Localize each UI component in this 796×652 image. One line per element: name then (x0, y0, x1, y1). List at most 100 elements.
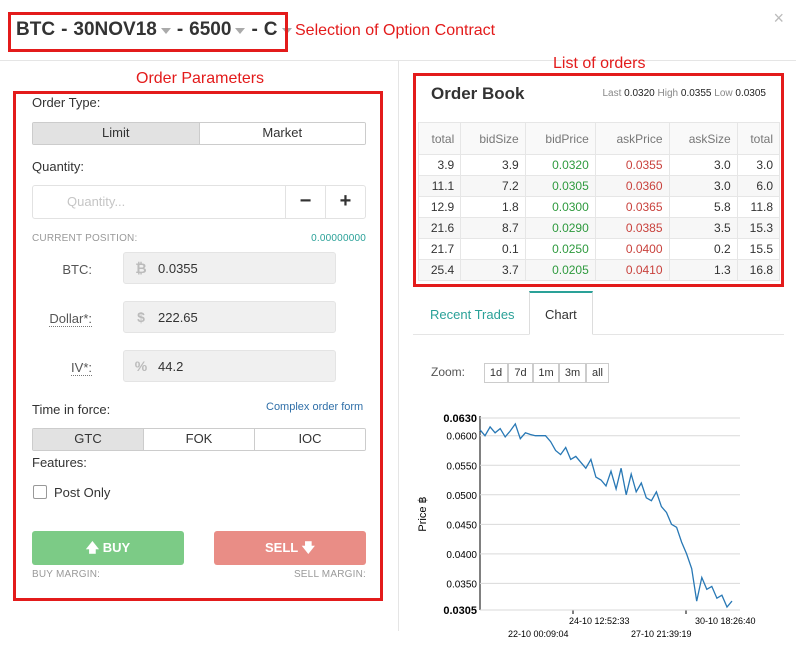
cell: 0.0355 (594, 154, 670, 176)
quantity-input[interactable]: Quantity... (67, 194, 126, 209)
cell: 0.0300 (524, 196, 596, 218)
y-axis-label: Price ฿ (417, 496, 429, 531)
order-book-table: total bidSize bidPrice askPrice askSize … (417, 122, 781, 281)
cell: 3.9 (460, 154, 526, 176)
dollar-field[interactable]: $ 222.65 (123, 301, 336, 333)
complex-order-link[interactable]: Complex order form (266, 401, 364, 413)
cell: 0.0410 (594, 259, 670, 281)
high-label: High (657, 88, 679, 99)
cell: 7.2 (460, 175, 526, 197)
post-only-label[interactable]: Post Only (54, 485, 111, 500)
cell: 11.1 (417, 175, 462, 197)
order-row[interactable]: 12.9 1.8 0.0300 0.0365 5.8 11.8 (417, 196, 781, 218)
low-value: 0.0305 (735, 88, 766, 99)
dollar-label: Dollar*: (32, 311, 92, 327)
col-header-bid-price[interactable]: bidPrice (524, 122, 596, 155)
underlying-select[interactable]: BTC (16, 19, 56, 40)
order-row[interactable]: 25.4 3.7 0.0205 0.0410 1.3 16.8 (417, 259, 781, 281)
cell: 0.0205 (524, 259, 596, 281)
cell: 0.1 (460, 238, 526, 260)
zoom-1m-button[interactable]: 1m (533, 363, 559, 383)
order-type-market[interactable]: Market (199, 123, 365, 144)
header-divider (0, 60, 796, 61)
cell: 0.0290 (524, 217, 596, 239)
col-header-bid-total[interactable]: total (417, 122, 462, 155)
annotation-params: Order Parameters (136, 70, 265, 87)
strike-select[interactable]: 6500 (189, 19, 232, 40)
col-header-bid-size[interactable]: bidSize (460, 122, 526, 155)
tif-gtc[interactable]: GTC (33, 429, 144, 450)
separator: - (251, 19, 258, 40)
iv-label-text: IV*: (71, 360, 92, 376)
last-value: 0.0320 (624, 88, 655, 99)
cell: 6.0 (736, 175, 781, 197)
cell: 16.8 (736, 259, 781, 281)
cell: 21.6 (417, 217, 462, 239)
y-tick-label: 0.0500 (446, 491, 477, 502)
sell-button[interactable]: SELL 🡇 (214, 531, 366, 565)
btc-field[interactable]: ₿ 0.0355 (123, 252, 336, 284)
features-label: Features: (32, 455, 87, 470)
col-header-ask-size[interactable]: askSize (668, 122, 738, 155)
quantity-stepper: Quantity... − + (32, 185, 366, 219)
iv-field[interactable]: % 44.2 (123, 350, 336, 382)
tab-recent-trades[interactable]: Recent Trades (430, 307, 515, 322)
cell: 0.2 (668, 238, 738, 260)
current-position-label: CURRENT POSITION: (32, 233, 138, 244)
btc-label: BTC: (32, 262, 92, 277)
arrow-up-icon: 🡅 (85, 540, 100, 555)
order-row[interactable]: 21.7 0.1 0.0250 0.0400 0.2 15.5 (417, 238, 781, 260)
percent-icon: % (134, 358, 148, 374)
chevron-down-icon[interactable] (235, 28, 246, 34)
high-value: 0.0355 (680, 88, 712, 99)
sell-label: SELL (265, 540, 298, 555)
current-position-value: 0.00000000 (311, 233, 366, 244)
post-only-checkbox[interactable] (33, 485, 47, 499)
cell: 5.8 (668, 196, 738, 218)
cell: 0.0320 (524, 154, 596, 176)
quantity-label: Quantity: (32, 159, 85, 174)
cell: 3.5 (668, 217, 738, 239)
column-divider (398, 61, 399, 631)
buy-button[interactable]: 🡅 BUY (32, 531, 184, 565)
zoom-all-button[interactable]: all (586, 363, 609, 383)
x-tick-label: 30-10 18:26:40 (695, 616, 756, 626)
zoom-3m-button[interactable]: 3m (559, 363, 586, 383)
order-row[interactable]: 21.6 8.7 0.0290 0.0385 3.5 15.3 (417, 217, 781, 239)
arrow-down-icon: 🡇 (301, 540, 315, 555)
price-chart[interactable]: Price ฿ 0.0630 0.0600 0.0550 0.0500 0.0450 0.… (410, 402, 790, 647)
chevron-down-icon[interactable] (160, 28, 171, 34)
zoom-7d-button[interactable]: 7d (508, 363, 533, 383)
increment-button[interactable]: + (325, 186, 365, 218)
iv-value: 44.2 (158, 358, 184, 374)
time-in-force-label: Time in force: (32, 402, 111, 417)
cell: 0.0250 (524, 238, 596, 260)
col-header-ask-total[interactable]: total (736, 122, 781, 155)
cell: 3.9 (417, 154, 462, 176)
tif-fok[interactable]: FOK (144, 429, 255, 450)
y-tick-label: 0.0350 (446, 579, 477, 590)
zoom-1d-button[interactable]: 1d (484, 363, 508, 383)
expiry-select[interactable]: 30NOV18 (73, 19, 157, 40)
cell: 15.5 (736, 238, 781, 260)
y-tick-label: 0.0600 (446, 432, 477, 443)
cell: 1.8 (460, 196, 526, 218)
tab-chart[interactable]: Chart (545, 307, 577, 322)
order-type-limit[interactable]: Limit (33, 123, 200, 144)
tab-chart-frame (529, 291, 593, 335)
option-type-select[interactable]: C (263, 19, 278, 40)
cell: 0.0365 (594, 196, 670, 218)
tif-ioc[interactable]: IOC (255, 429, 365, 450)
order-row[interactable]: 3.9 3.9 0.0320 0.0355 3.0 3.0 (417, 154, 781, 176)
annotation-box-orders (413, 73, 784, 287)
x-tick-label: 24-10 12:52:33 (569, 616, 630, 626)
cell: 3.0 (668, 154, 738, 176)
cell: 21.7 (417, 238, 462, 260)
close-icon[interactable]: × (773, 8, 784, 28)
cell: 11.8 (736, 196, 781, 218)
order-row[interactable]: 11.1 7.2 0.0305 0.0360 3.0 6.0 (417, 175, 781, 197)
cell: 15.3 (736, 217, 781, 239)
decrement-button[interactable]: − (285, 186, 325, 218)
col-header-ask-price[interactable]: askPrice (594, 122, 670, 155)
series-line (479, 422, 733, 609)
